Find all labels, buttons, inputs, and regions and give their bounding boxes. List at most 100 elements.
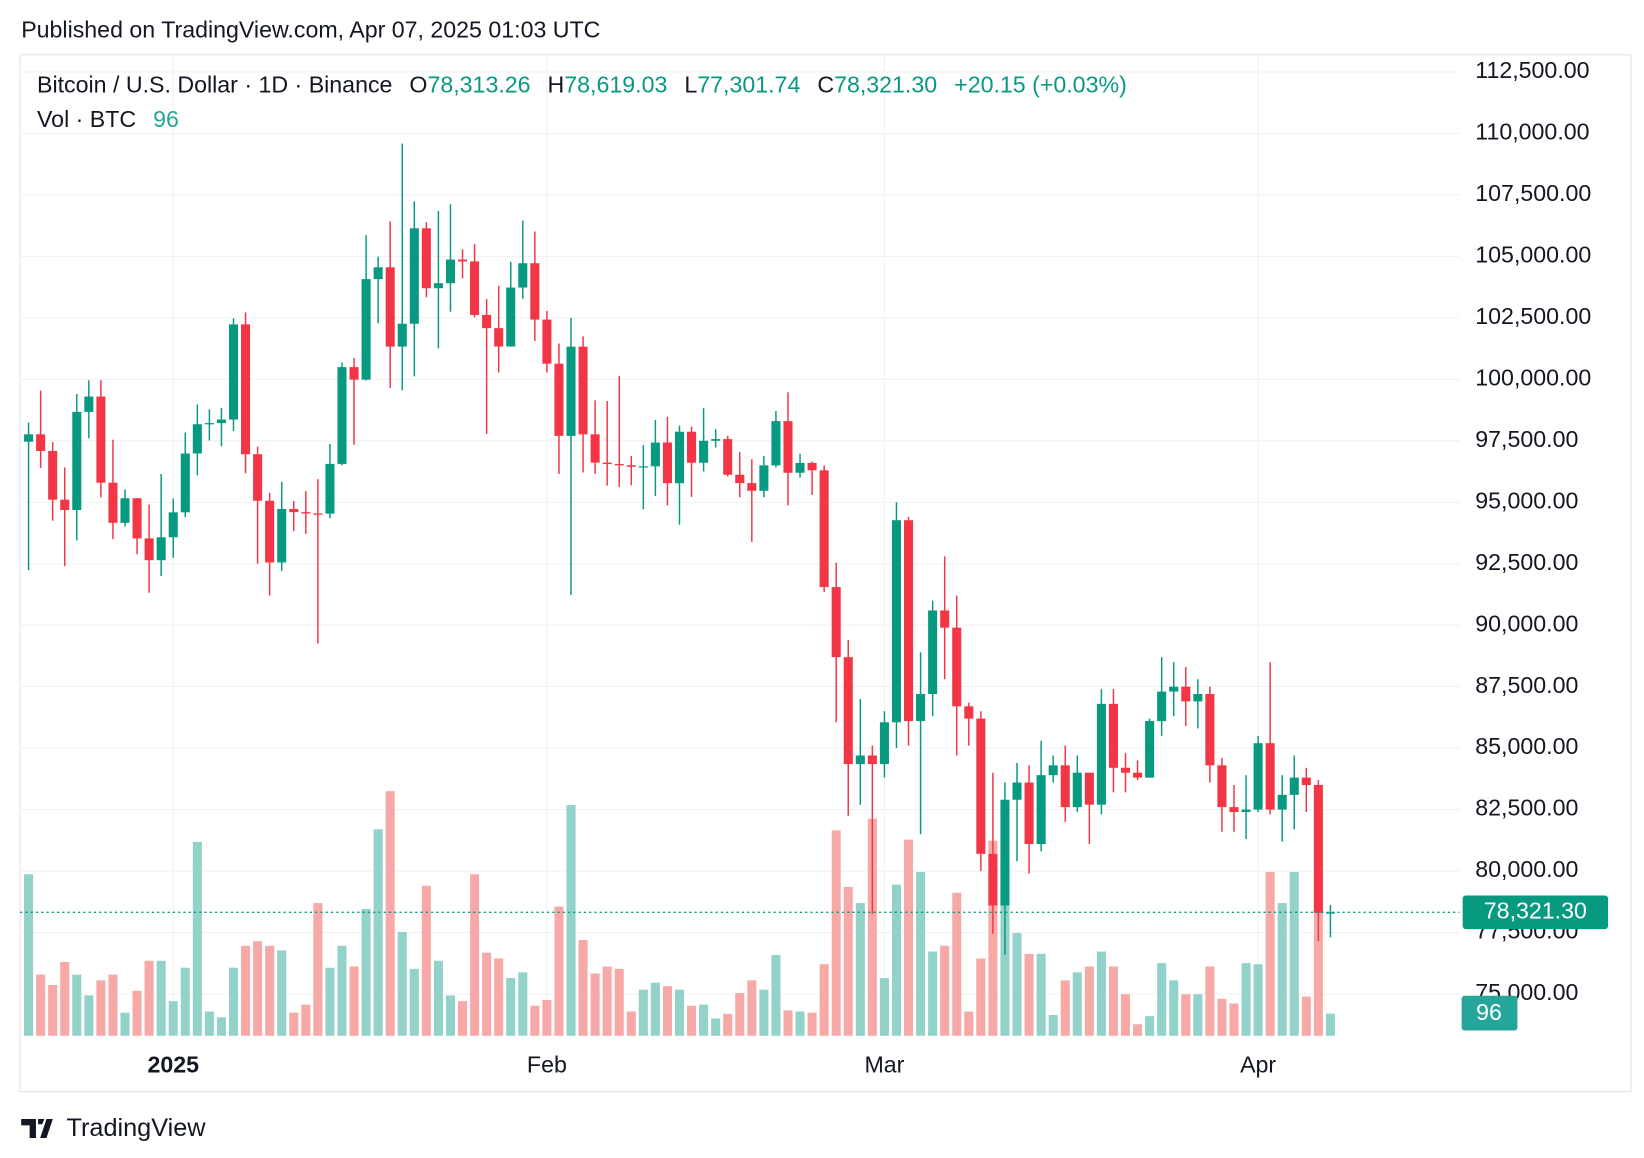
candle-body [1313, 784, 1323, 913]
volume-bar [1133, 1024, 1143, 1036]
candle-body [421, 228, 431, 289]
candle-body [1000, 799, 1010, 906]
volume-bar [1084, 966, 1094, 1036]
candle-body [891, 520, 902, 723]
candle-body [807, 462, 817, 471]
y-tick-label: 100,000.00 [1475, 364, 1591, 390]
volume-bar [1096, 951, 1106, 1036]
candle-body [723, 439, 733, 475]
candle-body [494, 328, 504, 347]
y-tick-label: 90,000.00 [1475, 610, 1578, 636]
candle-body [253, 454, 263, 501]
y-tick-label: 85,000.00 [1475, 733, 1578, 759]
volume-bar [843, 886, 853, 1036]
volume-bar [289, 1012, 299, 1036]
volume-bar [566, 805, 576, 1036]
candle-body [831, 587, 841, 658]
candle-body [626, 465, 636, 467]
volume-bar [891, 884, 902, 1036]
volume-bar [337, 945, 347, 1036]
candle-body [1289, 777, 1299, 795]
candle-body [903, 520, 914, 722]
candle-body [96, 396, 106, 483]
volume-bar [1000, 886, 1010, 1036]
volume-bar [1217, 998, 1227, 1036]
volume-bar [687, 1005, 697, 1036]
candle-body [168, 512, 178, 538]
candle-body [1084, 772, 1094, 805]
candle-body [566, 346, 576, 436]
volume-bar [1145, 1016, 1155, 1036]
candle-body [1265, 743, 1275, 810]
candle-body [1325, 912, 1335, 914]
candle-body [1036, 775, 1046, 845]
brand-logo: TradingView [21, 1114, 206, 1142]
volume-bar [349, 966, 359, 1036]
volume-bar [265, 945, 275, 1036]
change-value: +20.15 (+0.03%) [954, 72, 1127, 98]
volume-bar [1229, 1003, 1239, 1036]
candle-body [1108, 703, 1118, 768]
volume-bar [1012, 933, 1022, 1036]
candle-body [482, 314, 492, 329]
volume-bar [650, 982, 660, 1036]
candle-body [1301, 777, 1311, 785]
candle-body [1193, 694, 1203, 702]
volume-bar [1024, 953, 1034, 1036]
candle-body [1096, 703, 1106, 805]
volume-bar [470, 874, 480, 1036]
volume-bar [457, 1001, 468, 1036]
candle-body [771, 421, 781, 466]
candle-body [72, 411, 82, 510]
volume-bar [952, 892, 962, 1036]
candle-body [614, 464, 624, 466]
candle-body [289, 508, 299, 513]
volume-bar [1072, 972, 1082, 1036]
candle-body [867, 755, 877, 765]
volume-bar [1157, 963, 1167, 1036]
candle-body [662, 442, 672, 484]
volume-bar [1060, 980, 1070, 1036]
volume-bar [976, 958, 986, 1036]
volume-bar [735, 993, 745, 1036]
candle-body [470, 261, 480, 315]
candle-body [928, 610, 938, 695]
candle-body [879, 722, 889, 765]
volume-legend: Vol · BTC 96 [37, 106, 179, 132]
candle-body [518, 263, 528, 288]
volume-bar [84, 995, 94, 1036]
volume-bar [542, 1000, 552, 1036]
volume-bar [228, 967, 239, 1036]
logo-mark [21, 1119, 53, 1138]
candle-body [1253, 743, 1263, 810]
volume-bar [253, 941, 263, 1036]
candle-body [84, 396, 94, 412]
volume-bar [578, 940, 588, 1036]
x-tick-label: Apr [1240, 1051, 1276, 1077]
candle-body [120, 498, 130, 523]
candle-body [506, 287, 516, 347]
volume-bar [96, 980, 106, 1036]
volume-bar [1036, 953, 1046, 1036]
candle-body [373, 267, 383, 280]
x-tick-label: Feb [527, 1051, 567, 1077]
volume-bar [662, 986, 672, 1036]
volume-bar [506, 978, 516, 1036]
volume-bar [385, 791, 395, 1036]
volume-bar [711, 1018, 721, 1036]
volume-tag [1461, 995, 1518, 1031]
volume-bar [192, 841, 202, 1036]
candle-body [638, 466, 648, 468]
volume-bar [1108, 966, 1118, 1036]
volume-bar [940, 945, 950, 1036]
candle-body [1133, 772, 1143, 778]
y-tick-label: 82,500.00 [1475, 795, 1578, 821]
x-tick-label: 2025 [147, 1051, 199, 1077]
y-tick-label: 112,500.00 [1475, 57, 1589, 83]
candle-body [1012, 782, 1022, 800]
volume-bar [928, 951, 938, 1036]
volume-bar [807, 1012, 817, 1036]
volume-bar [795, 1011, 805, 1036]
candle-body [457, 259, 468, 262]
candle-body [24, 434, 34, 442]
